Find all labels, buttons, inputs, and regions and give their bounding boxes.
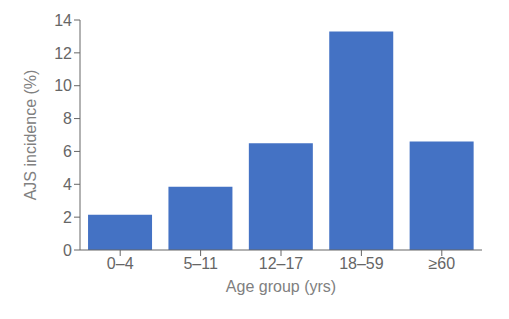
svg-text:12–17: 12–17 [259,255,304,272]
svg-text:AJS incidence (%): AJS incidence (%) [22,70,39,201]
svg-text:2: 2 [63,209,72,226]
svg-text:4: 4 [63,176,72,193]
svg-text:0–4: 0–4 [107,255,134,272]
svg-text:≥60: ≥60 [429,255,456,272]
svg-text:8: 8 [63,110,72,127]
svg-text:18–59: 18–59 [339,255,384,272]
svg-text:10: 10 [54,77,72,94]
svg-text:5–11: 5–11 [183,255,218,272]
svg-text:Age group (yrs): Age group (yrs) [226,278,336,295]
svg-text:14: 14 [54,12,72,29]
svg-text:0: 0 [63,242,72,259]
svg-text:6: 6 [63,143,72,160]
svg-text:12: 12 [54,45,72,62]
